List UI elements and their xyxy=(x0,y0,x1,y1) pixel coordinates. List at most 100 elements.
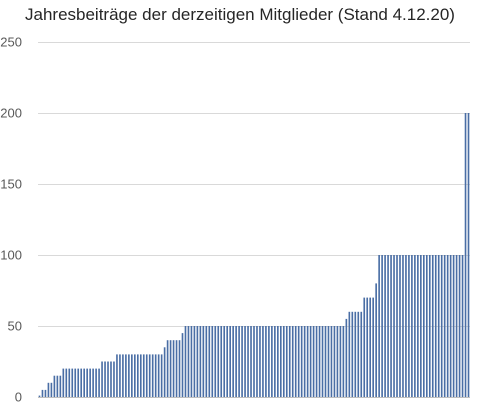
bar xyxy=(113,361,115,397)
bar xyxy=(50,382,53,397)
bar xyxy=(190,326,193,397)
bar xyxy=(128,354,130,397)
bar xyxy=(425,255,428,397)
bar xyxy=(169,340,172,397)
bar xyxy=(253,326,255,397)
bar xyxy=(285,326,288,397)
bar xyxy=(83,368,85,397)
bar xyxy=(122,354,124,397)
bar xyxy=(250,326,252,397)
bar xyxy=(431,255,434,397)
bar xyxy=(187,326,190,397)
bar xyxy=(342,326,345,397)
bar xyxy=(351,311,354,397)
bar xyxy=(107,361,109,397)
bar xyxy=(449,255,452,397)
bar xyxy=(95,368,97,397)
bars xyxy=(38,113,470,397)
bar xyxy=(345,318,348,397)
bar xyxy=(458,255,461,397)
bar xyxy=(405,255,407,397)
bar xyxy=(360,311,363,397)
bar xyxy=(348,311,351,397)
bar xyxy=(428,255,431,397)
bar xyxy=(241,326,243,397)
bar xyxy=(306,326,309,397)
bar xyxy=(119,354,121,397)
y-tick-label: 100 xyxy=(0,248,22,263)
y-tick-label: 250 xyxy=(0,35,22,50)
bar xyxy=(434,255,437,397)
bar xyxy=(172,340,175,397)
bar xyxy=(363,297,366,397)
bar xyxy=(423,255,425,397)
bar xyxy=(464,113,467,397)
bar xyxy=(238,326,240,397)
bar xyxy=(268,326,270,397)
bar xyxy=(142,354,145,397)
bar xyxy=(68,368,71,397)
bar xyxy=(303,326,306,397)
bar xyxy=(393,255,395,397)
bar xyxy=(89,368,91,397)
bar xyxy=(163,347,166,397)
bar xyxy=(256,326,258,397)
bar xyxy=(71,368,74,397)
bar xyxy=(47,382,50,397)
bar xyxy=(461,255,464,397)
y-axis-ticks: 0 50 100 150 200 250 xyxy=(0,35,22,405)
bar xyxy=(86,368,88,397)
bar xyxy=(265,326,267,397)
bar xyxy=(455,255,458,397)
y-tick-label: 50 xyxy=(8,319,22,334)
bar xyxy=(411,255,413,397)
bar xyxy=(74,368,77,397)
bar xyxy=(154,354,157,397)
chart-title: Jahresbeiträge der derzeitigen Mitgliede… xyxy=(25,5,455,24)
bar xyxy=(399,255,401,397)
bar xyxy=(354,311,357,397)
bar xyxy=(56,375,59,397)
bar xyxy=(220,326,223,397)
bar xyxy=(366,297,369,397)
bar xyxy=(202,326,205,397)
bar xyxy=(148,354,151,397)
bar xyxy=(44,389,47,397)
bar xyxy=(375,283,377,397)
bar xyxy=(321,326,324,397)
bar xyxy=(175,340,178,397)
y-tick-label: 150 xyxy=(0,177,22,192)
bar xyxy=(387,255,389,397)
bar xyxy=(390,255,392,397)
bar xyxy=(136,354,139,397)
bar xyxy=(372,297,374,397)
bar xyxy=(294,326,297,397)
bar xyxy=(378,255,380,397)
bar xyxy=(417,255,419,397)
bar xyxy=(166,340,169,397)
bar xyxy=(65,368,68,397)
bar xyxy=(151,354,154,397)
bar xyxy=(277,326,279,397)
bar xyxy=(324,326,327,397)
bar xyxy=(315,326,318,397)
bar xyxy=(414,255,416,397)
bar xyxy=(279,326,282,397)
bar xyxy=(208,326,211,397)
bar xyxy=(160,354,163,397)
bar xyxy=(80,368,83,397)
bar xyxy=(38,395,41,397)
bar xyxy=(402,255,404,397)
bar xyxy=(336,326,339,397)
bar xyxy=(199,326,202,397)
bar xyxy=(369,297,372,397)
bar xyxy=(339,326,342,397)
y-tick-label: 0 xyxy=(15,390,22,405)
y-tick-label: 200 xyxy=(0,106,22,121)
bar xyxy=(193,326,196,397)
bar xyxy=(232,326,234,397)
bar xyxy=(145,354,148,397)
bar xyxy=(41,389,44,397)
bar xyxy=(53,375,56,397)
